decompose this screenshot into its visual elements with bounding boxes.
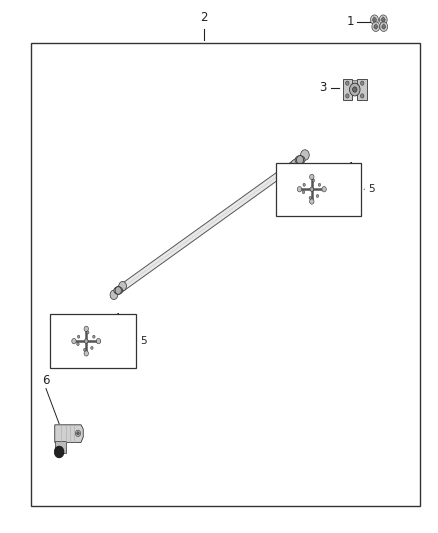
Circle shape [300, 150, 309, 160]
Circle shape [96, 338, 101, 344]
Circle shape [75, 430, 81, 437]
Circle shape [312, 179, 314, 182]
Bar [50, 314, 136, 368]
Text: 2: 2 [200, 11, 208, 24]
Circle shape [87, 331, 89, 334]
Text: 3: 3 [319, 82, 326, 94]
Circle shape [346, 81, 349, 85]
Circle shape [302, 191, 305, 193]
Circle shape [379, 15, 387, 25]
Text: 4: 4 [346, 162, 353, 172]
Circle shape [373, 18, 376, 22]
Circle shape [372, 22, 380, 31]
Circle shape [381, 18, 385, 22]
Circle shape [310, 174, 314, 180]
Circle shape [360, 94, 364, 98]
Circle shape [382, 25, 385, 29]
Circle shape [346, 94, 349, 98]
Circle shape [84, 326, 88, 332]
Text: 5: 5 [140, 336, 147, 346]
Text: 4: 4 [113, 313, 120, 323]
Circle shape [77, 432, 79, 435]
Text: 1: 1 [346, 15, 354, 28]
Circle shape [110, 290, 118, 300]
Circle shape [374, 25, 378, 29]
Text: 6: 6 [42, 375, 50, 387]
Bar [343, 79, 352, 100]
Circle shape [353, 87, 357, 92]
Circle shape [309, 197, 311, 199]
Ellipse shape [295, 156, 305, 164]
Bar [276, 163, 361, 216]
Circle shape [322, 187, 326, 192]
Circle shape [85, 339, 88, 343]
Circle shape [380, 22, 388, 31]
Circle shape [310, 187, 314, 191]
Circle shape [119, 281, 127, 291]
Circle shape [93, 335, 95, 338]
Circle shape [297, 156, 304, 164]
Circle shape [318, 183, 321, 187]
Circle shape [291, 159, 300, 170]
Circle shape [297, 187, 302, 192]
Circle shape [350, 83, 360, 96]
Bar [31, 43, 420, 506]
Circle shape [91, 346, 93, 349]
Ellipse shape [114, 287, 123, 294]
Circle shape [360, 81, 364, 85]
Bar [352, 88, 357, 94]
Circle shape [84, 351, 88, 356]
Bar [352, 80, 357, 85]
Circle shape [84, 349, 86, 351]
Circle shape [72, 338, 76, 344]
Circle shape [77, 343, 79, 345]
Circle shape [78, 335, 80, 338]
Circle shape [115, 287, 121, 294]
Ellipse shape [54, 446, 64, 458]
Polygon shape [117, 157, 302, 294]
Polygon shape [55, 425, 83, 442]
Circle shape [316, 195, 319, 197]
Bar [357, 79, 367, 100]
Circle shape [310, 199, 314, 204]
Text: 5: 5 [368, 184, 374, 194]
Circle shape [303, 183, 305, 187]
Bar [55, 441, 66, 453]
Circle shape [371, 15, 378, 25]
